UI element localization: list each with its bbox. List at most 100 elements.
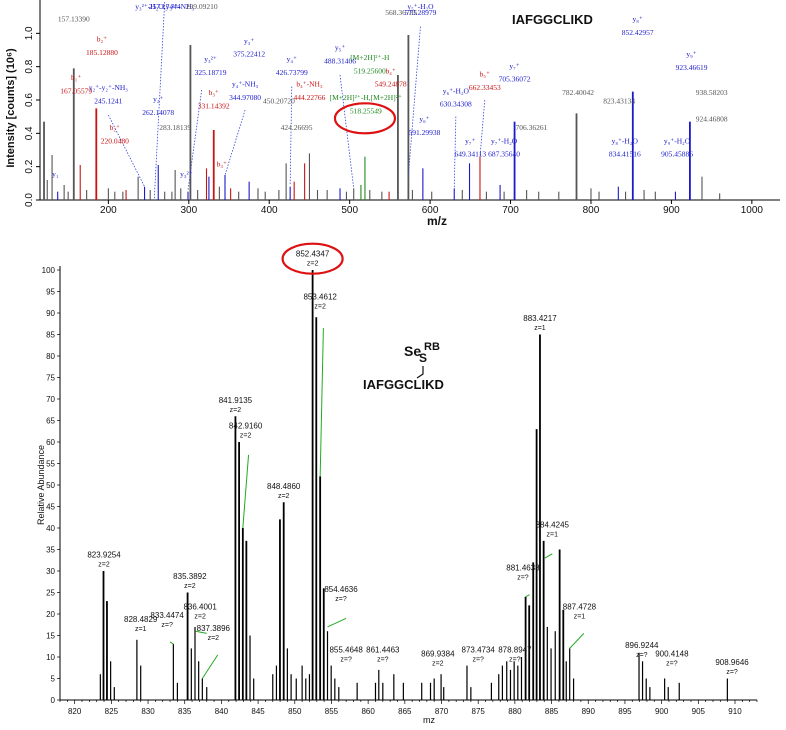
top-x-tick-label: 500 bbox=[341, 205, 358, 216]
top-peak-label: b₃⁺ bbox=[217, 160, 227, 169]
top-peak-label: b₂⁺ bbox=[110, 123, 120, 132]
bottom-peak-mz-label: 896.9244 bbox=[625, 641, 659, 650]
bottom-y-tick-label: 50 bbox=[46, 481, 55, 490]
bottom-connector-line bbox=[195, 630, 207, 634]
bottom-x-tick-label: 850 bbox=[288, 707, 302, 716]
bottom-x-tick-label: 890 bbox=[582, 707, 596, 716]
top-peak-label: y₇⁺ bbox=[509, 61, 519, 70]
top-peak-label: 488.31406 bbox=[324, 56, 356, 65]
top-connector-line bbox=[187, 89, 203, 191]
top-peak-label: y₈⁺-H₂O bbox=[612, 136, 639, 145]
bottom-peak-mz-label: 869.9384 bbox=[421, 650, 455, 659]
top-peak-label: y₃²⁺ bbox=[204, 55, 217, 64]
bottom-peak-charge-label: z=? bbox=[335, 596, 347, 603]
bottom-peak-mz-label: 837.3896 bbox=[197, 624, 231, 633]
bottom-x-tick-label: 900 bbox=[655, 707, 669, 716]
top-peak-label: y₂⁺-y₂⁺-NH₃ bbox=[89, 83, 128, 92]
top-y-tick-label: 1.0 bbox=[24, 26, 35, 40]
top-y-tick-label: 0.0 bbox=[24, 193, 35, 207]
top-connector-line bbox=[339, 74, 355, 189]
top-peak-label: 157.13390 bbox=[58, 15, 90, 24]
bottom-y-tick-label: 85 bbox=[46, 331, 55, 340]
bottom-peak-mz-label: 835.3892 bbox=[173, 572, 207, 581]
bottom-x-tick-label: 860 bbox=[361, 707, 375, 716]
top-peak-label: y₈⁺ bbox=[632, 15, 642, 24]
bottom-peak-mz-label: 887.4728 bbox=[563, 602, 597, 611]
top-peak-label: 568.36785 bbox=[385, 8, 417, 17]
top-peak-label: y₄⁺-NH₃ bbox=[232, 80, 259, 89]
bottom-connector-line bbox=[569, 633, 585, 649]
top-peak-label: 257.17444 bbox=[149, 2, 181, 11]
top-peak-label: 245.1241 bbox=[94, 96, 122, 105]
bottom-x-tick-label: 865 bbox=[398, 707, 412, 716]
top-connector-line bbox=[289, 86, 293, 186]
bottom-y-tick-label: 45 bbox=[46, 503, 55, 512]
bottom-x-tick-label: 835 bbox=[178, 707, 192, 716]
bottom-peak-mz-label: 852.4347 bbox=[296, 250, 330, 259]
top-connector-line bbox=[108, 114, 145, 187]
top-peak-label: 905.45886 bbox=[661, 150, 693, 159]
top-peak-label: 331.14392 bbox=[198, 101, 230, 110]
top-connector-line bbox=[224, 109, 246, 176]
top-peak-label: y₆⁺ bbox=[419, 115, 429, 124]
top-peak-label: 344.97080 bbox=[229, 93, 261, 102]
highlighted-base-peak-circle bbox=[281, 242, 344, 275]
top-peak-label: y₁ bbox=[52, 170, 59, 179]
bottom-x-tick-label: 885 bbox=[545, 707, 559, 716]
bottom-annotation-lines bbox=[169, 328, 585, 679]
top-peak-label: 782.40042 bbox=[562, 88, 594, 97]
top-peak-label: y₄⁺ bbox=[287, 55, 297, 64]
top-x-tick-label: 900 bbox=[663, 205, 680, 216]
top-peak-label: y₃²⁺ bbox=[180, 170, 193, 179]
bottom-peak-charge-label: z=? bbox=[377, 656, 389, 663]
top-peak-label: b₄⁺ bbox=[386, 66, 396, 75]
top-peak-label: y₃⁺ bbox=[244, 36, 254, 45]
top-peak-label: 573.28979 bbox=[405, 8, 437, 17]
top-peak-label: b₃⁺ bbox=[209, 88, 219, 97]
top-ms-spectrum: 200 300 400 500 600 700 800 900 1000 0.0 0.2 0.4 0.6… bbox=[5, 0, 780, 228]
bottom-peak-charge-label: z=2 bbox=[278, 493, 290, 500]
bottom-y-tick-label: 100 bbox=[42, 266, 56, 275]
bottom-y-tick-label: 40 bbox=[46, 524, 55, 533]
bottom-peak-charge-label: z=2 bbox=[98, 562, 110, 569]
bottom-peak-mz-label: 878.8947 bbox=[498, 645, 532, 654]
bottom-peak-charge-label: z=2 bbox=[194, 613, 206, 620]
bottom-peak-charge-label: z=2 bbox=[230, 407, 242, 414]
top-peak-label: 852.42957 bbox=[622, 28, 654, 37]
top-x-tick-label: 200 bbox=[100, 205, 117, 216]
top-peak-label: b₂⁺ bbox=[97, 35, 107, 44]
top-y-tick-label: 0.2 bbox=[24, 159, 35, 173]
top-peak-label: y₆⁺-H₂O bbox=[443, 86, 470, 95]
top-peak-label: 549.24878 bbox=[375, 80, 407, 89]
bottom-peak-charge-label: z=1 bbox=[534, 325, 546, 332]
top-peak-label: b₁⁺ bbox=[71, 73, 81, 82]
top-peak-label: 630.34308 bbox=[440, 100, 472, 109]
top-peak-label: 283.18139 bbox=[159, 123, 191, 132]
bottom-peak-charge-label: z=1 bbox=[574, 613, 586, 620]
bottom-y-tick-label: 95 bbox=[46, 288, 55, 297]
top-connector-line bbox=[153, 1, 166, 201]
bottom-peak-mz-label: 861.4463 bbox=[366, 645, 400, 654]
top-axes: 200 300 400 500 600 700 800 900 1000 0.0 0.2 0.4 0.6… bbox=[24, 0, 780, 216]
structure-s-label: S bbox=[419, 351, 427, 365]
bottom-peak-charge-label: z=2 bbox=[240, 433, 252, 440]
top-peak-label: 325.18719 bbox=[195, 68, 227, 77]
top-peak-label: 924.46808 bbox=[696, 115, 728, 124]
top-peak-label: b₅⁺ bbox=[480, 70, 490, 79]
top-peak-label: 662.33453 bbox=[469, 83, 501, 92]
top-peak-label: b₄⁺-NH₃ bbox=[296, 80, 323, 89]
structure-sequence: IAFGGCLIKD bbox=[363, 377, 444, 392]
bottom-peak-charge-label: z=2 bbox=[307, 261, 319, 268]
top-peak-label: y₇⁺ bbox=[465, 136, 475, 145]
bottom-y-tick-label: 25 bbox=[46, 589, 55, 598]
top-y-tick-label: 0.4 bbox=[24, 126, 35, 140]
highlighted-peak-circle bbox=[333, 102, 397, 135]
top-x-tick-label: 400 bbox=[261, 205, 278, 216]
top-peak-label: 923.46619 bbox=[676, 63, 708, 72]
bottom-peak-charge-label: z=? bbox=[517, 575, 529, 582]
bottom-y-tick-label: 60 bbox=[46, 438, 55, 447]
top-x-tick-label: 600 bbox=[422, 205, 439, 216]
bottom-y-tick-label: 65 bbox=[46, 417, 55, 426]
top-peak-label: 262.14078 bbox=[142, 108, 174, 117]
top-peak-label: 706.36261 bbox=[516, 123, 548, 132]
